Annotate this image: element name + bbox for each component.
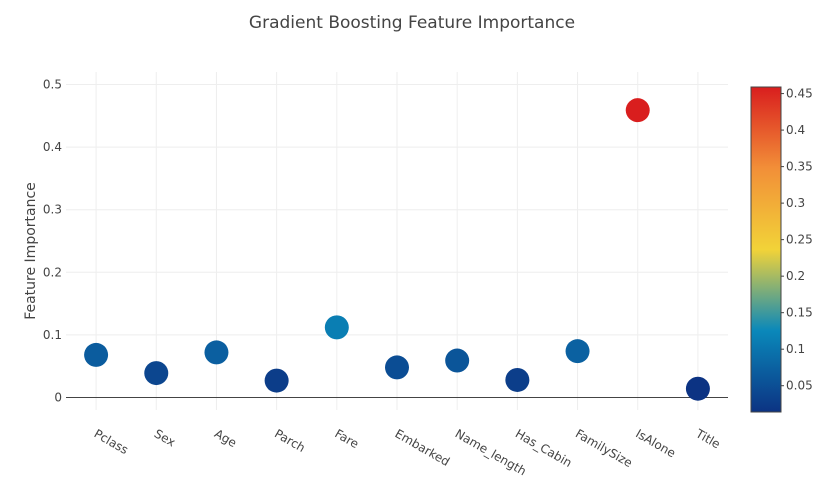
data-point: [625, 98, 650, 123]
data-point: [565, 339, 590, 364]
data-point: [264, 368, 289, 393]
x-tick-label: Title: [693, 426, 723, 451]
data-point: [204, 340, 229, 365]
data-point: [505, 367, 530, 392]
colorbar-tick-label: 0.3: [786, 196, 805, 210]
y-tick-label: 0.4: [43, 140, 62, 154]
colorbar-tick-label: 0.25: [786, 233, 813, 247]
colorbar-gradient: [750, 86, 782, 413]
data-point: [385, 355, 409, 380]
colorbar-tick-label: 0.05: [786, 379, 813, 393]
y-tick-label: 0: [54, 390, 62, 404]
y-tick-label: 0.2: [43, 265, 62, 279]
x-tick-label: Embarked: [393, 426, 453, 468]
x-tick-label: IsAlone: [633, 426, 678, 460]
colorbar-tick-label: 0.45: [786, 87, 813, 101]
colorbar-tick-label: 0.35: [786, 160, 813, 174]
data-point: [685, 376, 710, 401]
x-tick-label: FamilySize: [573, 426, 635, 470]
data-point: [84, 342, 109, 367]
x-tick-label: Sex: [152, 426, 178, 449]
y-axis-label: Feature Importance: [23, 182, 39, 320]
chart-title: Gradient Boosting Feature Importance: [249, 13, 575, 33]
colorbar-tick-label: 0.15: [786, 306, 813, 320]
y-tick-label: 0.5: [43, 78, 62, 92]
colorbar-tick-label: 0.1: [786, 342, 805, 356]
plot-area: 0 0.1 0.2 0.3 0.4 0.5 Pclass Sex Age Parch Fare Emb…: [43, 72, 728, 478]
colorbar-tick-label: 0.2: [786, 269, 805, 283]
data-point: [144, 361, 169, 386]
x-tick-label: Pclass: [92, 426, 131, 457]
x-tick-label: Age: [212, 426, 239, 450]
data-point: [445, 348, 470, 373]
colorbar-tick-label: 0.4: [786, 123, 805, 137]
y-tick-label: 0.1: [43, 328, 62, 342]
data-point: [324, 315, 349, 340]
colorbar: 0.05 0.1 0.15 0.2 0.25 0.3 0.35 0.4 0.45: [750, 86, 813, 413]
x-tick-label: Fare: [332, 426, 361, 451]
y-tick-label: 0.3: [43, 203, 62, 217]
x-tick-label: Parch: [272, 426, 308, 455]
